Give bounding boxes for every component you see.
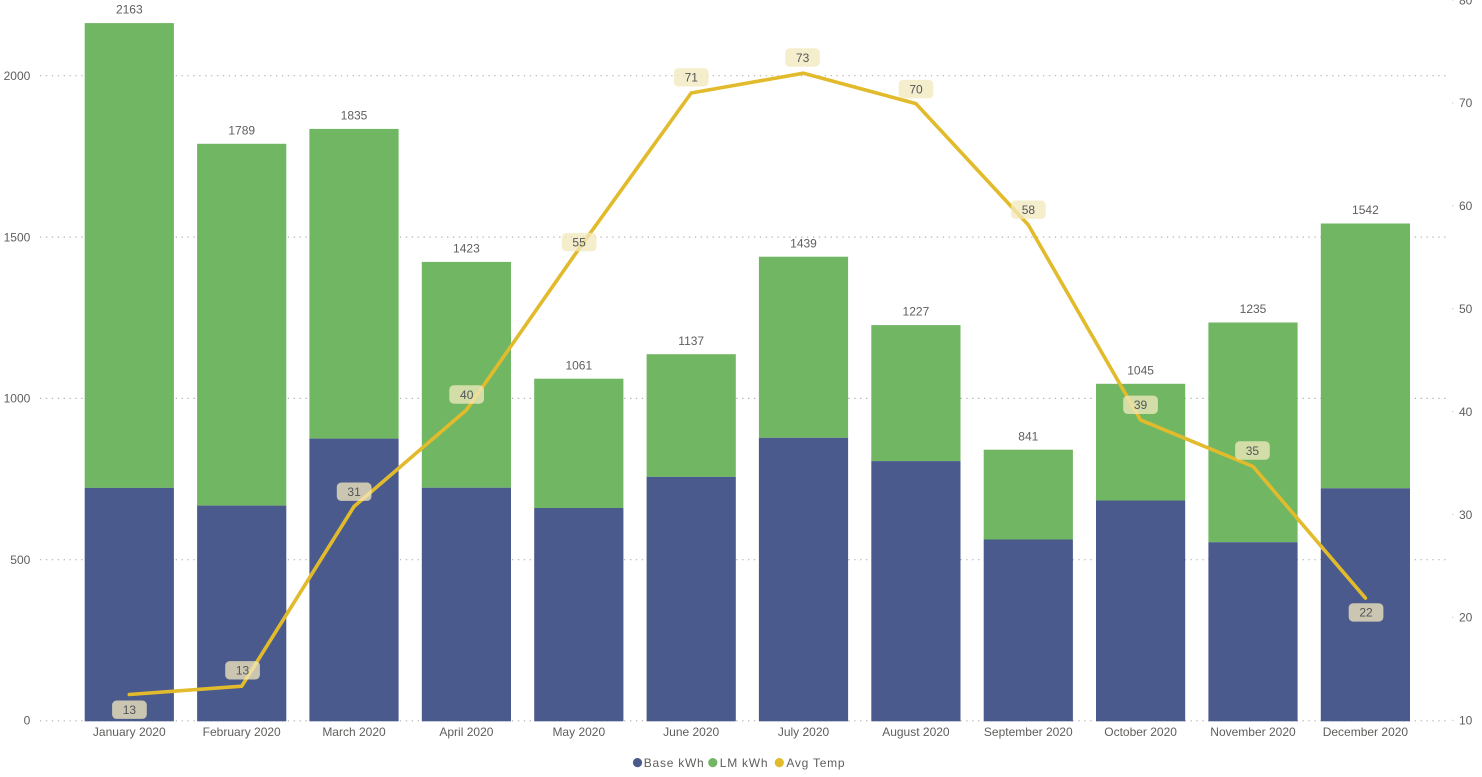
svg-text:June 2020: June 2020 xyxy=(663,725,719,739)
svg-text:1542: 1542 xyxy=(1352,203,1379,217)
svg-text:70: 70 xyxy=(909,82,923,96)
svg-text:March 2020: March 2020 xyxy=(322,725,386,739)
svg-text:50: 50 xyxy=(1459,302,1473,316)
svg-text:60: 60 xyxy=(1459,199,1473,213)
svg-text:20: 20 xyxy=(1459,611,1473,625)
svg-text:1500: 1500 xyxy=(4,230,31,244)
svg-text:1789: 1789 xyxy=(228,123,255,137)
svg-text:Avg Temp: Avg Temp xyxy=(786,756,845,770)
svg-text:39: 39 xyxy=(1134,398,1148,412)
svg-text:1227: 1227 xyxy=(903,305,930,319)
svg-text:10: 10 xyxy=(1459,714,1473,728)
svg-text:841: 841 xyxy=(1018,429,1038,443)
svg-text:55: 55 xyxy=(572,235,586,249)
svg-text:November 2020: November 2020 xyxy=(1210,725,1296,739)
svg-text:February 2020: February 2020 xyxy=(203,725,281,739)
svg-text:80: 80 xyxy=(1459,0,1473,7)
svg-text:500: 500 xyxy=(10,553,30,567)
svg-text:January 2020: January 2020 xyxy=(93,725,166,739)
svg-text:July 2020: July 2020 xyxy=(778,725,830,739)
svg-text:58: 58 xyxy=(1022,203,1036,217)
svg-text:31: 31 xyxy=(347,485,361,499)
svg-text:September 2020: September 2020 xyxy=(984,725,1073,739)
svg-text:April 2020: April 2020 xyxy=(439,725,493,739)
svg-text:40: 40 xyxy=(1459,405,1473,419)
svg-text:October 2020: October 2020 xyxy=(1104,725,1177,739)
svg-text:1835: 1835 xyxy=(341,109,368,123)
svg-text:August 2020: August 2020 xyxy=(882,725,950,739)
svg-text:2000: 2000 xyxy=(4,69,31,83)
svg-text:40: 40 xyxy=(460,388,474,402)
svg-text:0: 0 xyxy=(24,714,31,728)
svg-text:73: 73 xyxy=(796,51,810,65)
svg-text:2163: 2163 xyxy=(116,3,143,17)
svg-text:Base kWh: Base kWh xyxy=(644,756,705,770)
svg-text:December 2020: December 2020 xyxy=(1323,725,1409,739)
svg-text:13: 13 xyxy=(236,664,250,678)
svg-text:35: 35 xyxy=(1246,444,1260,458)
svg-text:71: 71 xyxy=(685,71,699,85)
svg-text:1235: 1235 xyxy=(1240,302,1267,316)
svg-text:70: 70 xyxy=(1459,96,1473,110)
svg-text:1423: 1423 xyxy=(453,242,480,256)
svg-text:30: 30 xyxy=(1459,508,1473,522)
svg-text:1061: 1061 xyxy=(565,358,592,372)
svg-text:13: 13 xyxy=(123,703,137,717)
svg-text:LM kWh: LM kWh xyxy=(720,756,769,770)
svg-text:1137: 1137 xyxy=(678,334,704,348)
svg-text:1000: 1000 xyxy=(4,392,31,406)
svg-text:May 2020: May 2020 xyxy=(552,725,605,739)
svg-text:1045: 1045 xyxy=(1127,363,1154,377)
svg-text:22: 22 xyxy=(1359,606,1373,620)
svg-text:1439: 1439 xyxy=(790,236,817,250)
